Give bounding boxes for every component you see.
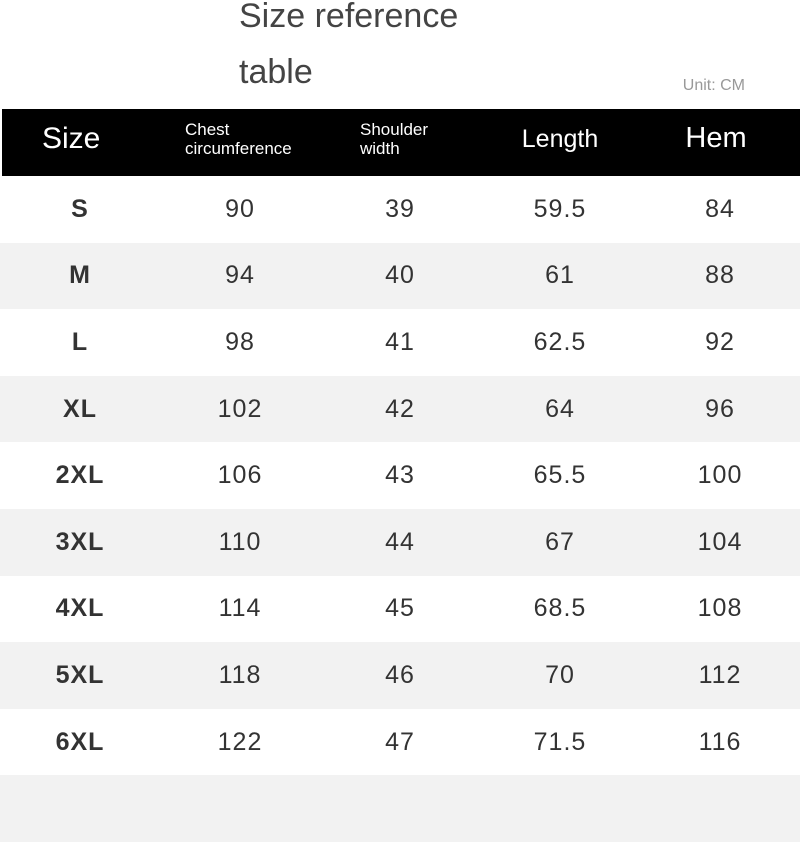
header-size: Size [42,122,101,155]
value-cell: 47 [385,727,415,756]
table-row: 6XL 122 47 71.5 116 [0,709,800,776]
value-cell: 40 [385,261,415,290]
value-cell: 42 [385,394,415,423]
value-cell: 122 [217,727,263,756]
value-cell: 100 [697,461,743,490]
value-cell: 71.5 [533,727,587,756]
size-cell: 4XL [55,594,105,623]
table-row [0,775,800,842]
table-row: 5XL 118 46 70 112 [0,642,800,709]
value-cell: 67 [545,527,575,556]
value-cell: 41 [385,327,415,356]
size-cell: L [71,327,89,356]
header-hem: Hem [685,122,747,154]
value-cell: 64 [545,394,575,423]
size-cell: 5XL [55,660,105,689]
size-cell: XL [63,394,97,423]
header-shoulder: Shoulder width [360,120,428,158]
value-cell: 62.5 [533,327,587,356]
size-cell: S [71,194,89,223]
value-cell: 108 [697,594,743,623]
value-cell: 98 [225,327,255,356]
value-cell: 59.5 [533,194,587,223]
header-shoulder-line2: width [360,139,400,158]
value-cell: 84 [705,194,735,223]
page-title: Size reference table [239,0,458,100]
value-cell: 43 [385,461,415,490]
value-cell: 94 [225,261,255,290]
table-row: 2XL 106 43 65.5 100 [0,442,800,509]
value-cell: 45 [385,594,415,623]
value-cell: 46 [385,660,415,689]
value-cell: 96 [705,394,735,423]
value-cell: 92 [705,327,735,356]
table-header: Size Chest circumference Shoulder width … [2,109,800,176]
size-cell: 2XL [55,461,105,490]
table-row: 3XL 110 44 67 104 [0,508,800,576]
value-cell: 114 [218,594,262,623]
header-chest-line2: circumference [185,139,292,158]
value-cell: 61 [545,261,575,290]
size-cell: 6XL [55,727,105,756]
value-cell: 39 [385,194,415,223]
value-cell: 104 [697,527,743,556]
size-cell: 3XL [55,527,105,556]
header-chest: Chest circumference [185,120,292,158]
header-length: Length [521,125,599,153]
table-row: M 94 40 61 88 [0,242,800,310]
value-cell: 88 [705,261,735,290]
value-cell: 68.5 [533,594,587,623]
value-cell: 90 [225,194,255,223]
title-line-1: Size reference [239,0,459,35]
value-cell: 110 [218,527,262,556]
value-cell: 106 [217,461,263,490]
value-cell: 116 [698,727,742,756]
table-row: L 98 41 62.5 92 [0,309,800,376]
header-shoulder-line1: Shoulder [360,120,429,139]
table-row: XL 102 42 64 96 [0,375,800,443]
value-cell: 70 [545,660,575,689]
unit-label: Unit: CM [682,77,745,94]
table-body: S 90 39 59.5 84 M 94 40 61 88 L 98 41 62.5 92 XL 102 42 64… [0,176,800,842]
value-cell: 44 [385,527,415,556]
table-row: 4XL 114 45 68.5 108 [0,576,800,643]
value-cell: 118 [218,660,262,689]
size-cell: M [69,261,91,290]
value-cell: 112 [698,660,742,689]
table-row: S 90 39 59.5 84 [0,176,800,243]
title-line-2: table [239,53,313,91]
value-cell: 65.5 [533,461,587,490]
header-chest-line1: Chest [185,120,230,139]
value-cell: 102 [217,394,263,423]
